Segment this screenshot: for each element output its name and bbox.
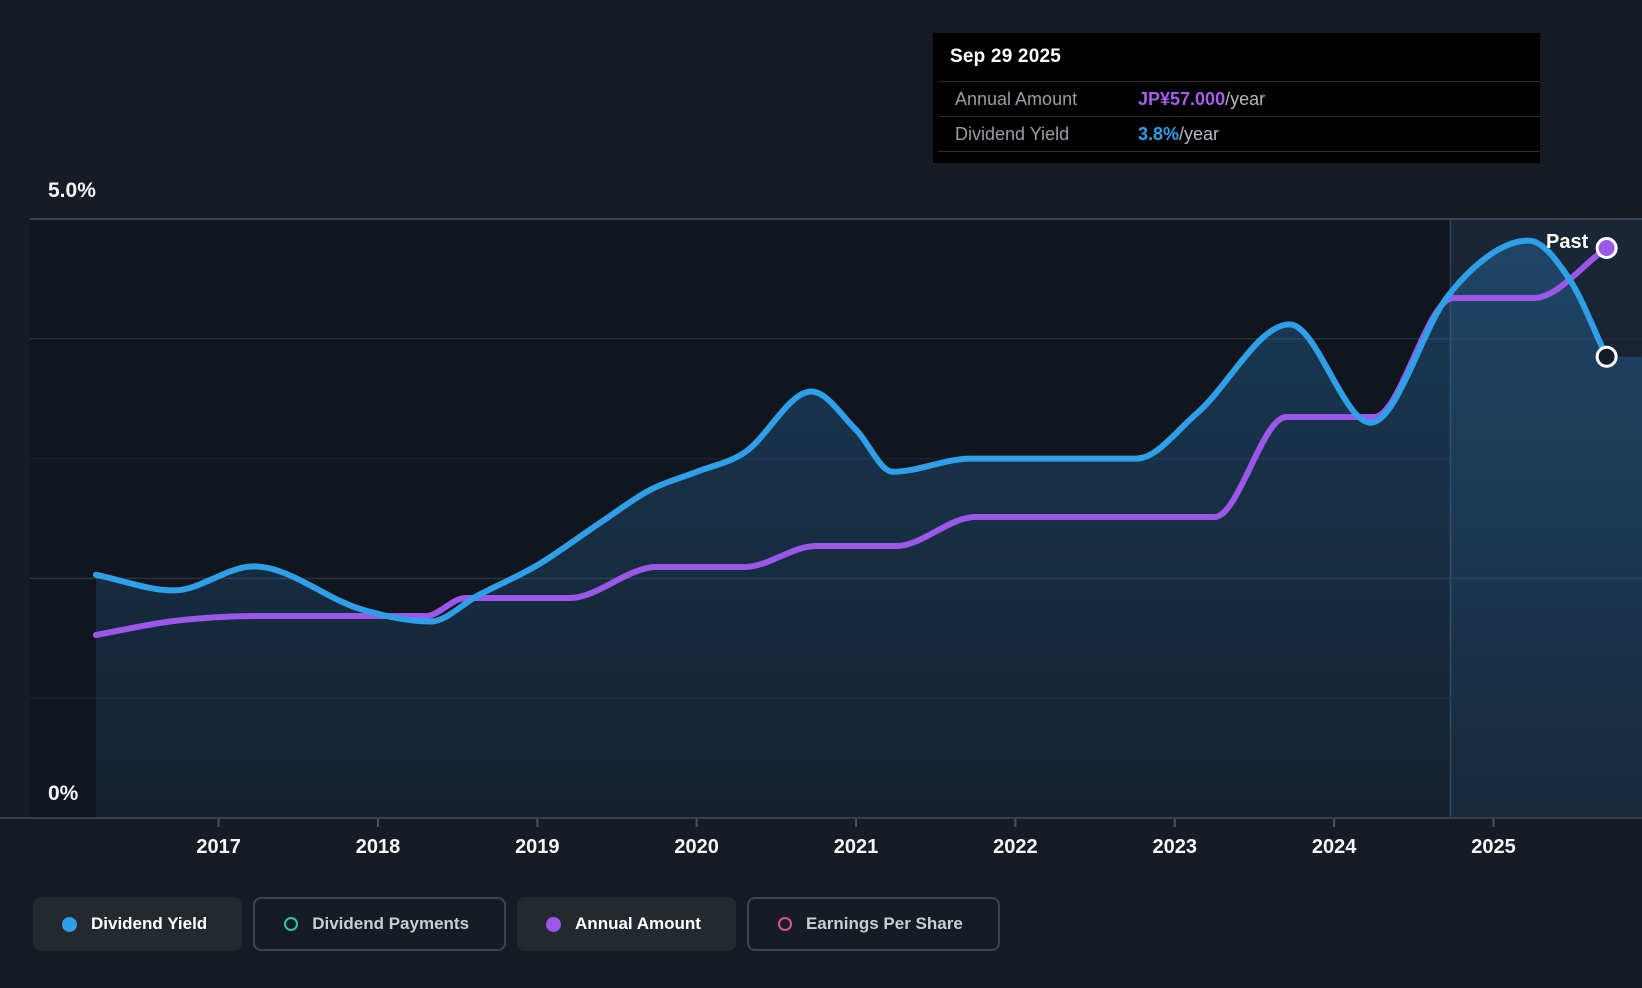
x-axis-year-label: 2017 [196, 836, 241, 858]
dividend-yield-line [92, 237, 1610, 625]
past-label: Past [1546, 231, 1589, 253]
legend-label: Annual Amount [575, 914, 701, 933]
series-lines [92, 237, 1610, 638]
series-end-markers [1595, 237, 1618, 368]
tooltip-row-dividend-yield: Dividend Yield 3.8%/year [938, 116, 1540, 152]
legend-button-dividend-payments[interactable]: Dividend Payments [253, 897, 507, 951]
dividend-payments-ring-icon [284, 917, 299, 931]
annual-amount-dot-icon [546, 916, 562, 932]
x-axis-year-label: 2018 [356, 836, 401, 858]
x-axis-year-label: 2025 [1471, 836, 1516, 858]
y-axis-label-top: 5.0% [48, 179, 96, 202]
chart-tooltip: Sep 29 2025 Annual Amount JP¥57.000/year… [933, 33, 1540, 163]
y-axis-label-bottom: 0% [48, 782, 79, 805]
legend-label: Earnings Per Share [805, 914, 963, 933]
tooltip-value: JP¥57.000 [1138, 88, 1226, 109]
tooltip-date: Sep 29 2025 [950, 46, 1062, 67]
tooltip-suffix: /year [1225, 88, 1266, 109]
dividend-yield-fill [95, 240, 1642, 819]
x-axis-year-label: 2020 [674, 836, 719, 858]
legend-label: Dividend Payments [312, 914, 470, 933]
legend-label: Dividend Yield [91, 914, 208, 933]
tooltip-row-annual-amount: Annual Amount JP¥57.000/year [938, 81, 1540, 116]
x-axis-year-label: 2022 [993, 836, 1038, 858]
x-axis-year-label: 2019 [515, 836, 560, 858]
x-axis-year-label: 2021 [834, 836, 879, 858]
x-axis-year-label: 2024 [1312, 836, 1357, 858]
dividend-yield-dot-icon [62, 916, 77, 932]
tooltip-suffix: /year [1179, 123, 1220, 144]
dividend-yield-end-marker [1595, 345, 1618, 368]
tooltip-value: 3.8% [1138, 123, 1180, 144]
tooltip-label: Annual Amount [955, 88, 1078, 109]
dividend-yield-area [95, 240, 1642, 819]
legend-button-annual-amount[interactable]: Annual Amount [517, 897, 736, 951]
earnings-per-share-ring-icon [777, 917, 792, 931]
legend-button-dividend-yield[interactable]: Dividend Yield [33, 897, 243, 951]
legend-button-earnings-per-share[interactable]: Earnings Per Share [746, 897, 1000, 951]
chart-legend: Dividend Yield Dividend Payments Annual Am… [33, 897, 1000, 951]
annual-amount-end-marker [1595, 237, 1618, 259]
tooltip-label: Dividend Yield [955, 123, 1070, 144]
x-axis [0, 817, 1642, 827]
x-axis-year-labels: 2017 2018 2019 2020 2021 2022 2023 2024 2025 [196, 836, 1515, 858]
x-axis-year-label: 2023 [1153, 836, 1198, 858]
